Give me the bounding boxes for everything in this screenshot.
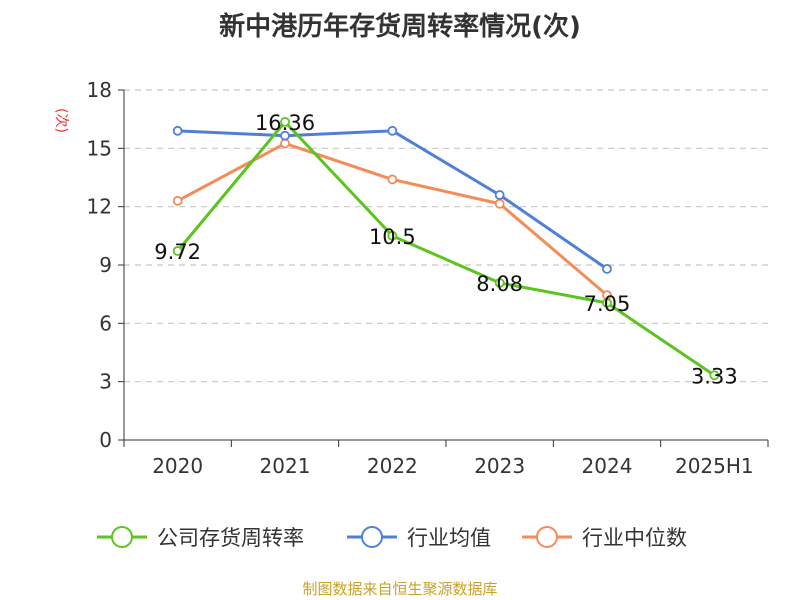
source-note: 制图数据来自恒生聚源数据库 bbox=[302, 580, 498, 598]
data-point bbox=[387, 174, 398, 185]
x-tick-label: 2024 bbox=[582, 454, 633, 478]
data-label: 3.33 bbox=[691, 364, 738, 388]
data-point bbox=[494, 190, 505, 200]
legend: 公司存货周转率 行业均值 行业中位数 bbox=[97, 526, 687, 550]
x-tick-label: 2021 bbox=[260, 454, 311, 478]
series-layer bbox=[172, 116, 720, 381]
y-axis-label: (次) bbox=[53, 108, 69, 133]
data-label: 8.08 bbox=[476, 272, 523, 296]
data-label: 10.5 bbox=[369, 225, 416, 249]
data-point bbox=[387, 230, 398, 241]
data-label: 9.72 bbox=[154, 240, 201, 264]
series-line bbox=[176, 120, 716, 377]
x-tick-label: 2022 bbox=[367, 454, 418, 478]
y-tick-label: 15 bbox=[87, 136, 112, 160]
legend-label: 行业均值 bbox=[407, 526, 491, 550]
x-tick-label: 2023 bbox=[474, 454, 525, 478]
data-point bbox=[494, 198, 505, 209]
data-point bbox=[387, 125, 398, 136]
grid-layer bbox=[124, 89, 768, 383]
legend-label: 行业中位数 bbox=[582, 526, 687, 550]
data-point bbox=[172, 125, 183, 136]
y-tick-label: 6 bbox=[99, 311, 112, 335]
data-label: 7.05 bbox=[584, 292, 631, 316]
legend-marker bbox=[111, 526, 133, 548]
data-point bbox=[280, 130, 290, 141]
y-tick-label: 12 bbox=[87, 195, 112, 219]
series-line bbox=[176, 141, 608, 297]
data-point bbox=[602, 263, 612, 274]
y-tick-label: 0 bbox=[99, 428, 112, 452]
data-point bbox=[602, 298, 612, 308]
legend-marker bbox=[536, 526, 558, 548]
data-point bbox=[709, 370, 720, 381]
data-point bbox=[280, 116, 290, 127]
y-tick-label: 9 bbox=[99, 253, 112, 277]
x-tick-label: 2025H1 bbox=[675, 454, 754, 478]
x-tick-label: 2020 bbox=[152, 454, 203, 478]
axis-layer: 0 3 6 9 12 15 18 2020 2021 2022 2023 2024 2025H1 bbox=[87, 78, 769, 478]
data-point bbox=[280, 138, 290, 149]
data-point bbox=[172, 246, 183, 256]
data-point bbox=[172, 195, 183, 206]
y-tick-label: 3 bbox=[99, 370, 112, 394]
label-layer: 9.72 16.36 10.5 8.08 7.05 3.33 bbox=[154, 111, 737, 388]
chart-title: 新中港历年存货周转率情况(次) bbox=[219, 12, 581, 42]
legend-label: 公司存货周转率 bbox=[157, 526, 304, 550]
data-point bbox=[494, 277, 505, 288]
legend-marker bbox=[361, 526, 383, 548]
data-label: 16.36 bbox=[255, 111, 315, 135]
y-tick-label: 18 bbox=[87, 78, 112, 102]
